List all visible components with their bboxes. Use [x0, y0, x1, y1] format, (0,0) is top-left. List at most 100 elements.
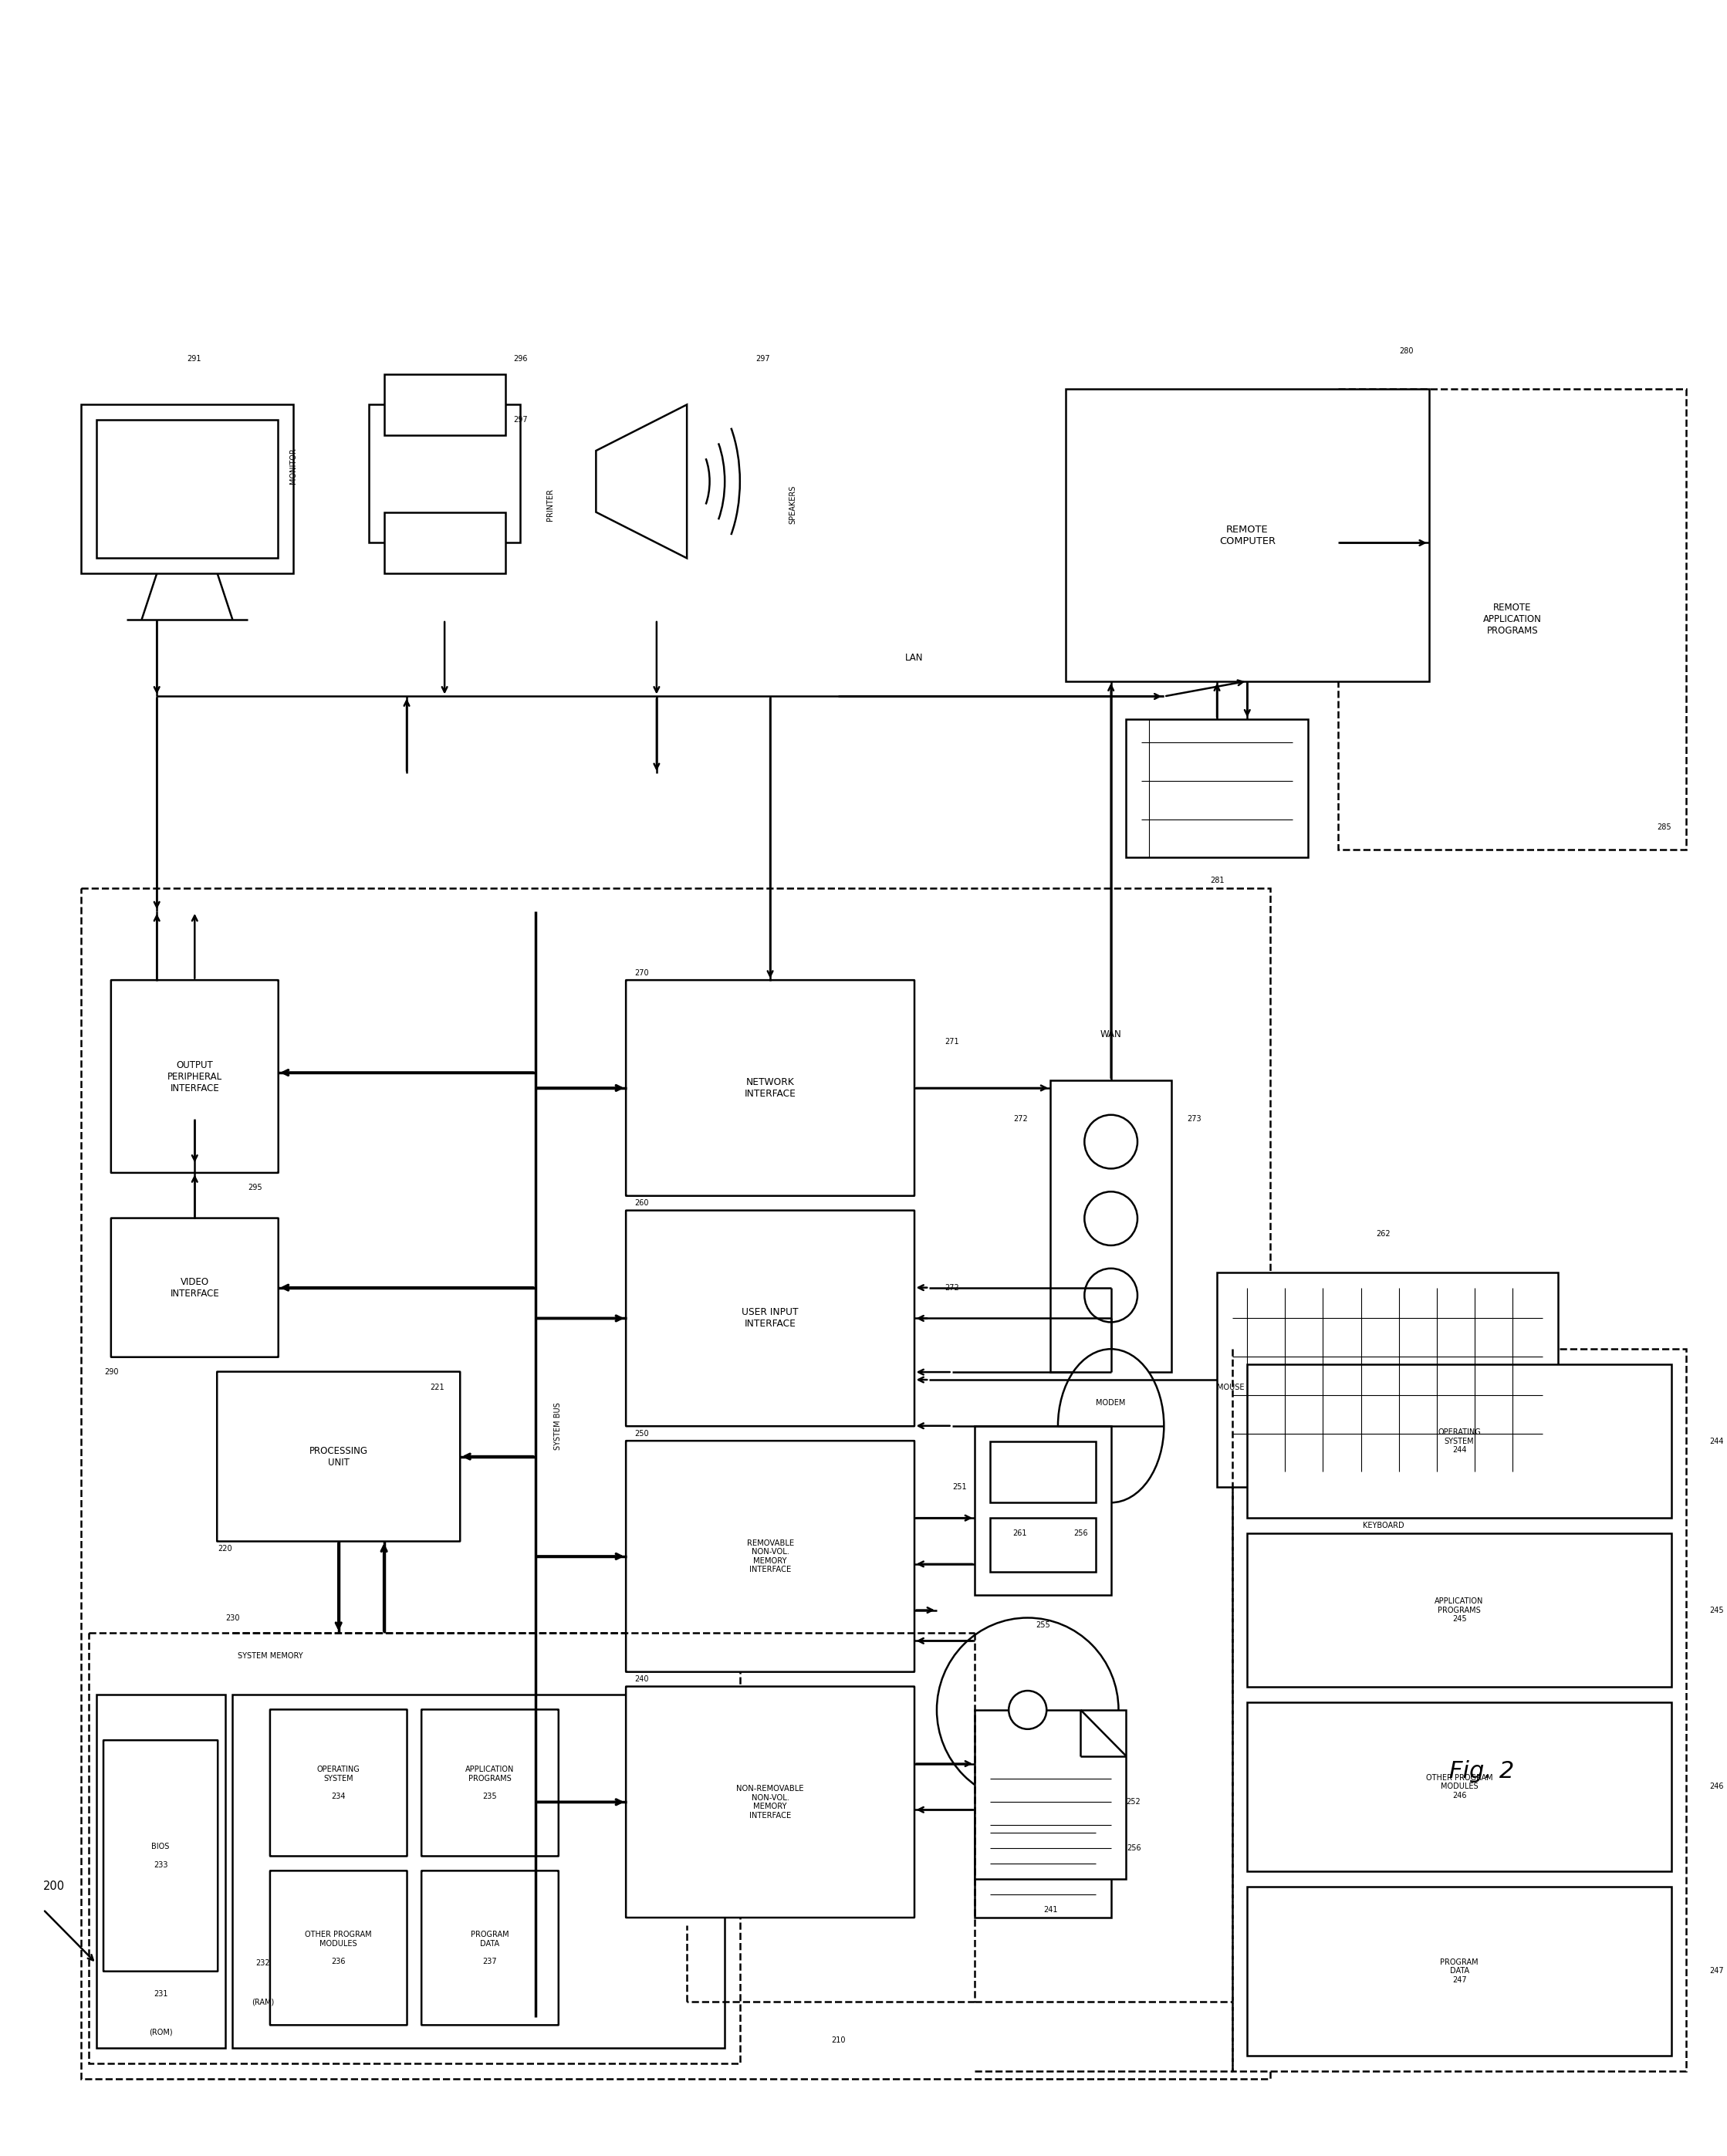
Text: WAN: WAN: [1100, 1028, 1121, 1039]
Text: 252: 252: [1126, 1798, 1142, 1807]
Text: 251: 251: [952, 1483, 967, 1492]
Text: NETWORK
INTERFACE: NETWORK INTERFACE: [744, 1078, 796, 1100]
FancyBboxPatch shape: [269, 1710, 408, 1856]
Text: 296: 296: [513, 356, 527, 362]
Text: 245: 245: [1710, 1606, 1724, 1615]
FancyBboxPatch shape: [421, 1871, 558, 2024]
Text: 230: 230: [226, 1615, 240, 1621]
Text: 297: 297: [513, 416, 527, 425]
Bar: [1126, 720, 1307, 858]
Text: Fig. 2: Fig. 2: [1449, 1759, 1515, 1783]
Text: 290: 290: [104, 1369, 119, 1376]
FancyBboxPatch shape: [104, 1740, 218, 1971]
Text: 261: 261: [1014, 1529, 1028, 1537]
Bar: [97, 1695, 225, 2048]
Text: 240: 240: [634, 1675, 649, 1684]
Text: 270: 270: [634, 968, 649, 977]
Bar: [97, 420, 278, 558]
Text: 262: 262: [1376, 1231, 1390, 1238]
Bar: [1231, 1350, 1687, 2070]
Text: 272: 272: [1014, 1115, 1028, 1123]
Text: 256: 256: [1126, 1843, 1142, 1852]
FancyBboxPatch shape: [269, 1871, 408, 2024]
Text: MONITOR: MONITOR: [288, 448, 297, 485]
Circle shape: [936, 1617, 1119, 1802]
Bar: [383, 373, 504, 436]
Bar: [974, 1809, 1110, 1917]
Text: USER INPUT
INTERFACE: USER INPUT INTERFACE: [743, 1307, 798, 1328]
Text: 271: 271: [945, 1037, 958, 1046]
Bar: [1247, 1365, 1672, 1518]
Bar: [1247, 1533, 1672, 1686]
Text: MOUSE: MOUSE: [1218, 1384, 1245, 1391]
Text: 220: 220: [218, 1546, 231, 1552]
Text: 250: 250: [634, 1429, 649, 1438]
Circle shape: [1009, 1690, 1047, 1729]
Text: PROGRAM
DATA

237: PROGRAM DATA 237: [471, 1930, 509, 1966]
Bar: [1247, 1886, 1672, 2055]
Text: 241: 241: [1043, 1906, 1057, 1912]
Text: 291: 291: [187, 356, 202, 362]
Circle shape: [1085, 1192, 1138, 1246]
FancyBboxPatch shape: [625, 981, 914, 1197]
FancyBboxPatch shape: [111, 1218, 278, 1356]
Text: 256: 256: [1074, 1529, 1088, 1537]
Text: OUTPUT
PERIPHERAL
INTERFACE: OUTPUT PERIPHERAL INTERFACE: [168, 1061, 223, 1093]
Bar: [1218, 1272, 1558, 1488]
Text: 210: 210: [831, 2035, 846, 2044]
Text: 295: 295: [249, 1184, 263, 1192]
Text: KEYBOARD: KEYBOARD: [1363, 1522, 1404, 1529]
Bar: [1247, 1703, 1672, 1871]
Text: BIOS

233: BIOS 233: [152, 1843, 169, 1869]
Text: 285: 285: [1656, 824, 1672, 830]
Text: REMOTE
APPLICATION
PROGRAMS: REMOTE APPLICATION PROGRAMS: [1483, 604, 1542, 636]
Bar: [383, 513, 504, 573]
Text: OPERATING
SYSTEM
244: OPERATING SYSTEM 244: [1439, 1429, 1480, 1453]
Text: REMOVABLE
NON-VOL.
MEMORY
INTERFACE: REMOVABLE NON-VOL. MEMORY INTERFACE: [746, 1539, 794, 1574]
FancyBboxPatch shape: [625, 1686, 914, 1917]
Text: SYSTEM BUS: SYSTEM BUS: [554, 1401, 561, 1449]
Bar: [81, 888, 1269, 2078]
Text: 280: 280: [1399, 347, 1414, 356]
FancyBboxPatch shape: [218, 1371, 459, 1542]
Circle shape: [1085, 1268, 1138, 1322]
FancyBboxPatch shape: [625, 1440, 914, 1671]
Text: PRINTER: PRINTER: [547, 487, 554, 520]
Text: REMOTE
COMPUTER: REMOTE COMPUTER: [1219, 524, 1276, 545]
Text: 246: 246: [1710, 1783, 1724, 1789]
Bar: [974, 1425, 1110, 1595]
FancyBboxPatch shape: [625, 1210, 914, 1427]
Text: APPLICATION
PROGRAMS
245: APPLICATION PROGRAMS 245: [1435, 1598, 1483, 1623]
Text: VIDEO
INTERFACE: VIDEO INTERFACE: [169, 1276, 219, 1298]
Text: 247: 247: [1710, 1966, 1724, 1975]
Text: 221: 221: [430, 1384, 444, 1391]
Text: 255: 255: [1036, 1621, 1050, 1630]
Text: 244: 244: [1710, 1438, 1724, 1445]
Bar: [1338, 390, 1687, 849]
Text: APPLICATION
PROGRAMS

235: APPLICATION PROGRAMS 235: [466, 1766, 515, 1800]
Bar: [990, 1518, 1097, 1572]
Text: (RAM): (RAM): [252, 1999, 275, 2005]
FancyBboxPatch shape: [421, 1710, 558, 1856]
Polygon shape: [596, 405, 687, 558]
Text: 273: 273: [1186, 1115, 1200, 1123]
Text: 231: 231: [154, 1990, 168, 1999]
Text: NON-REMOVABLE
NON-VOL.
MEMORY
INTERFACE: NON-REMOVABLE NON-VOL. MEMORY INTERFACE: [736, 1785, 805, 1820]
Text: (ROM): (ROM): [149, 2029, 173, 2035]
Text: 297: 297: [755, 356, 770, 362]
Text: LAN: LAN: [905, 653, 924, 664]
FancyBboxPatch shape: [111, 981, 278, 1173]
Bar: [1050, 1080, 1171, 1371]
Bar: [81, 405, 294, 573]
Text: 281: 281: [1211, 877, 1224, 884]
Bar: [974, 1710, 1126, 1878]
Bar: [1066, 390, 1428, 681]
Text: 232: 232: [256, 1960, 269, 1966]
Ellipse shape: [1059, 1350, 1164, 1503]
Text: 272: 272: [945, 1283, 958, 1291]
Text: SPEAKERS: SPEAKERS: [789, 485, 796, 524]
Text: OTHER PROGRAM
MODULES

236: OTHER PROGRAM MODULES 236: [306, 1930, 371, 1966]
Bar: [233, 1695, 725, 2048]
Bar: [88, 1632, 739, 2063]
Circle shape: [1085, 1115, 1138, 1169]
